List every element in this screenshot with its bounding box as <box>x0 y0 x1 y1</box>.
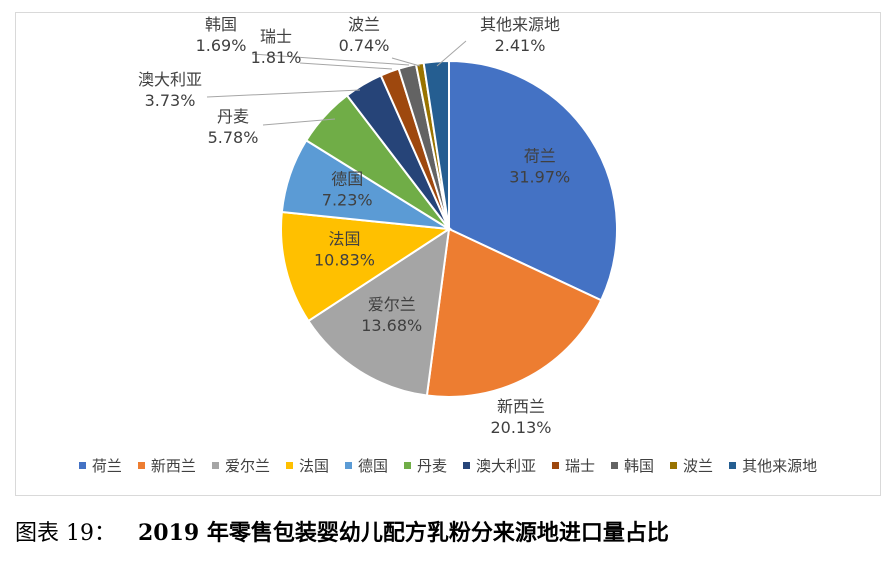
legend-label: 德国 <box>357 457 388 475</box>
legend-item-1: 荷兰 <box>78 455 122 476</box>
pie-chart: 荷兰 31.97% 新西兰 20.13% 爱尔兰 13.68% 法国 10.83% 德国 7.23… <box>138 15 619 437</box>
legend-swatch <box>211 462 219 469</box>
slice-label-value-7: 3.73% <box>145 91 196 110</box>
legend-label: 其他来源地 <box>742 457 818 475</box>
pie-slice-2 <box>425 227 603 398</box>
legend-label: 澳大利亚 <box>476 457 537 475</box>
legend-swatch <box>670 462 678 469</box>
legend-item-8: 瑞士 <box>552 455 595 476</box>
slice-label-name-11: 其他来源地 <box>480 15 560 34</box>
slice-label-value-2: 20.13% <box>490 418 551 437</box>
figure-caption: 图表 19： 2019 年零售包装婴幼儿配方乳粉分来源地进口量占比 <box>15 515 669 547</box>
legend-swatch <box>78 462 86 469</box>
pie-slice-11 <box>422 59 450 230</box>
legend-item-4: 法国 <box>285 455 329 476</box>
legend-label: 瑞士 <box>565 457 596 475</box>
legend-label: 波兰 <box>683 457 714 475</box>
legend-swatch <box>137 462 145 469</box>
slice-label-name-3: 爱尔兰 <box>368 295 416 314</box>
leader-line-10 <box>391 57 421 67</box>
legend-swatch <box>611 462 619 469</box>
legend-item-5: 德国 <box>344 455 388 476</box>
legend-swatch <box>463 462 470 469</box>
leader-line-7 <box>206 89 361 98</box>
pie-slices <box>280 59 619 398</box>
legend-item-6: 丹麦 <box>403 455 447 476</box>
caption-label: 图表 19： <box>15 521 116 546</box>
legend-swatch <box>285 462 293 469</box>
legend-swatch <box>729 462 737 469</box>
legend-item-11: 其他来源地 <box>729 455 817 476</box>
slice-labels: 荷兰 31.97% 新西兰 20.13% 爱尔兰 13.68% 法国 10.83% 德国 7.23… <box>138 15 570 437</box>
leader-line-9 <box>251 53 410 66</box>
slice-label-name-2: 新西兰 <box>497 397 545 416</box>
slice-label-value-9: 1.69% <box>196 36 247 55</box>
slice-label-name-10: 波兰 <box>348 15 380 34</box>
legend-item-10: 波兰 <box>670 455 713 476</box>
slice-label-name-6: 丹麦 <box>217 107 249 126</box>
pie-slice-1 <box>448 59 619 302</box>
slice-label-value-11: 2.41% <box>495 36 546 55</box>
legend-label: 丹麦 <box>416 457 447 475</box>
legend-swatch <box>552 462 560 469</box>
slice-label-name-4: 法国 <box>328 230 360 249</box>
legend-item-2: 新西兰 <box>137 455 196 476</box>
slice-label-name-8: 瑞士 <box>260 27 292 46</box>
legend-label: 荷兰 <box>91 457 122 475</box>
slice-label-name-7: 澳大利亚 <box>138 70 202 89</box>
legend-label: 韩国 <box>624 457 655 475</box>
legend-item-3: 爱尔兰 <box>211 455 270 476</box>
leader-line-11 <box>436 40 467 67</box>
slice-label-name-9: 韩国 <box>205 15 237 34</box>
caption-text: 2019 年零售包装婴幼儿配方乳粉分来源地进口量占比 <box>138 520 669 546</box>
slice-label-value-4: 10.83% <box>314 251 375 270</box>
legend-item-7: 澳大利亚 <box>463 455 536 476</box>
pie-slice-4 <box>280 210 452 323</box>
leader-lines <box>206 40 467 126</box>
legend-swatch <box>344 462 352 469</box>
slice-label-value-10: 0.74% <box>339 36 390 55</box>
legend-item-9: 韩国 <box>611 455 654 476</box>
slice-label-name-1: 荷兰 <box>524 146 556 165</box>
legend-label: 法国 <box>298 457 329 475</box>
legend-label: 爱尔兰 <box>224 457 270 475</box>
leader-line-8 <box>299 62 393 70</box>
slice-label-name-5: 德国 <box>331 169 363 188</box>
slice-label-value-6: 5.78% <box>208 128 259 147</box>
slice-label-value-5: 7.23% <box>322 190 373 209</box>
slice-label-value-1: 31.97% <box>509 167 570 186</box>
slice-label-value-8: 1.81% <box>251 48 302 67</box>
pie-slice-3 <box>307 226 451 397</box>
legend-label: 新西兰 <box>150 457 196 475</box>
slice-label-value-3: 13.68% <box>361 316 422 335</box>
legend: 荷兰 新西兰 爱尔兰 法国 德国 丹麦 澳大利亚 瑞士 韩国 波兰 其他来源地 <box>0 455 896 476</box>
leader-line-6 <box>262 118 336 126</box>
legend-swatch <box>403 462 411 469</box>
